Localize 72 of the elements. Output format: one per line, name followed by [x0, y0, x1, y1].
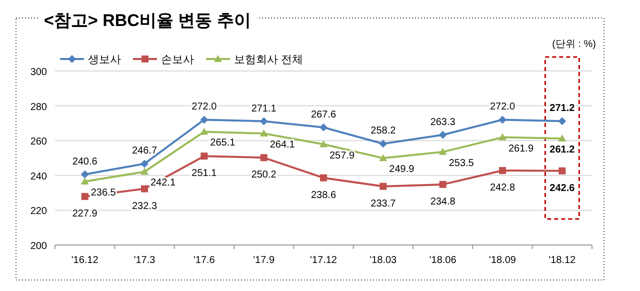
data-label: 227.9	[72, 208, 98, 220]
data-label: 267.6	[310, 109, 336, 120]
data-label: 265.1	[210, 138, 236, 149]
point	[141, 185, 148, 192]
point	[499, 167, 506, 174]
legend-label: 손보사	[161, 54, 194, 66]
point	[320, 140, 328, 148]
data-label: 261.9	[508, 143, 534, 154]
point	[438, 148, 447, 155]
y-tick-label: 220	[30, 206, 48, 218]
y-tick-label: 200	[30, 241, 48, 252]
text: (단위 : %)	[552, 39, 596, 50]
point	[260, 117, 268, 126]
data-label: 261.2	[550, 144, 576, 156]
data-label: 253.5	[448, 158, 474, 169]
data-label: 250.2	[251, 170, 277, 181]
data-label: 251.1	[192, 168, 218, 180]
data-label: 232.3	[132, 200, 158, 212]
point	[200, 152, 208, 160]
data-label: 257.9	[330, 150, 355, 162]
x-tick-label: '17.12	[310, 255, 338, 266]
point	[260, 154, 268, 162]
data-label: 242.8	[490, 182, 516, 194]
point	[498, 133, 506, 140]
point	[140, 160, 148, 168]
point	[80, 177, 89, 184]
point	[200, 128, 208, 135]
x-tick-label: '17.6	[193, 255, 216, 266]
y-tick-label: 240	[30, 171, 48, 182]
data-label: 272.0	[192, 102, 218, 113]
data-label: 272.0	[490, 102, 516, 113]
data-label: 263.3	[430, 116, 456, 128]
x-tick-label: '16.12	[71, 255, 99, 266]
data-label: 264.1	[270, 139, 296, 150]
x-tick-label: '18.12	[548, 255, 576, 266]
data-label: 271.2	[550, 103, 576, 114]
point	[558, 117, 566, 126]
point	[498, 116, 506, 124]
point	[379, 140, 388, 148]
point	[558, 134, 566, 142]
point	[320, 174, 327, 182]
x-tick-label: '18.03	[370, 255, 398, 266]
point	[379, 154, 388, 162]
data-label: 249.9	[389, 164, 415, 176]
point	[380, 182, 387, 190]
data-label: 234.8	[430, 196, 456, 208]
x-tick-label: '18.09	[489, 255, 516, 266]
point	[200, 116, 208, 124]
point	[81, 192, 88, 200]
legend-label: 생보사	[88, 54, 121, 66]
data-label: 271.1	[251, 103, 277, 114]
data-label: 240.6	[72, 156, 98, 168]
data-label: 242.6	[550, 182, 576, 194]
data-label: 258.2	[370, 126, 396, 137]
data-label: 238.6	[310, 190, 336, 201]
point	[438, 130, 447, 139]
point	[260, 129, 268, 136]
y-tick-label: 280	[30, 102, 48, 113]
y-tick-label: 300	[30, 67, 48, 78]
x-tick-label: '17.9	[253, 255, 275, 266]
point	[140, 168, 148, 175]
chart-title: <참고> RBC비율 변동 추이	[44, 11, 251, 30]
point	[558, 167, 566, 174]
x-tick-label: '17.3	[134, 255, 156, 266]
legend-label: 보험회사 전체	[234, 54, 304, 66]
point	[320, 123, 328, 132]
data-label: 246.7	[132, 146, 158, 157]
y-tick-label: 260	[30, 136, 48, 148]
point	[80, 170, 89, 178]
data-label: 233.7	[370, 198, 396, 210]
x-tick-label: '18.06	[429, 255, 457, 266]
point	[439, 180, 446, 188]
